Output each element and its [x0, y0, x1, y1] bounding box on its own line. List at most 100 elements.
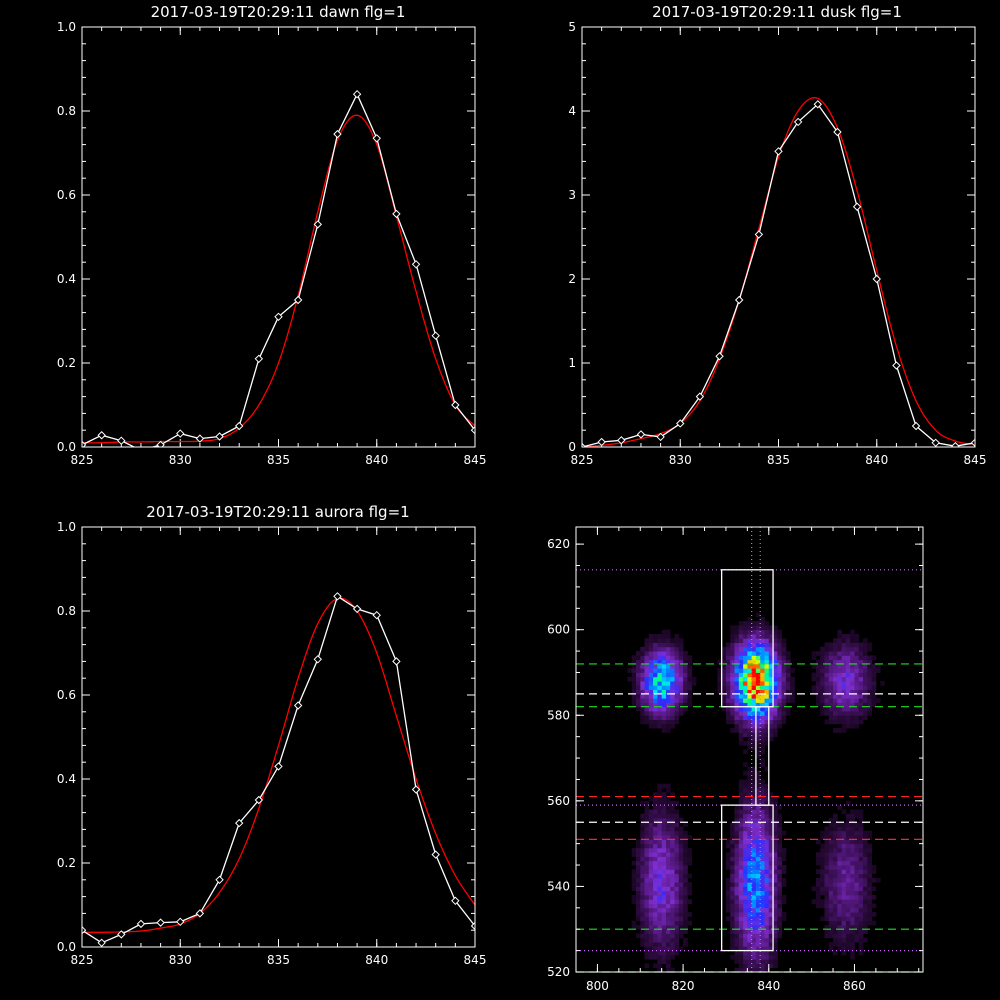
heatmap-cell	[764, 698, 770, 703]
heatmap-cell	[734, 642, 740, 648]
heatmap-cell	[657, 655, 663, 661]
heatmap-cell	[661, 950, 667, 956]
heatmap-cell	[824, 706, 830, 712]
heatmap-cell	[777, 681, 782, 686]
heatmap-cell	[657, 788, 663, 793]
heatmap-cell	[785, 693, 791, 699]
heatmap-cell	[640, 659, 645, 665]
heatmap-cell	[768, 860, 774, 866]
heatmap-cell	[644, 646, 650, 652]
heatmap-cell	[820, 899, 825, 904]
heatmap-cell	[875, 663, 881, 669]
heatmap-cell	[670, 847, 675, 853]
heatmap-cell	[755, 681, 761, 686]
heatmap-cell	[683, 668, 688, 673]
heatmap-cell	[644, 805, 650, 810]
heatmap-cell	[773, 822, 778, 827]
heatmap-cell	[653, 809, 658, 815]
heatmap-cell	[845, 638, 851, 643]
heatmap-cell	[833, 950, 838, 956]
heatmap-cell	[738, 967, 744, 973]
heatmap-cell	[755, 693, 761, 699]
heatmap-cell	[730, 843, 735, 849]
heatmap-cell	[674, 719, 680, 725]
heatmap-cell	[734, 822, 740, 827]
heatmap-cell	[777, 698, 782, 703]
heatmap-cell	[773, 912, 778, 917]
heatmap-cell	[824, 886, 830, 892]
heatmap-cell	[863, 912, 868, 917]
heatmap-cell	[854, 916, 860, 922]
dawn-data-point	[470, 425, 475, 435]
heatmap-cell	[730, 890, 735, 896]
heatmap-cell	[657, 877, 663, 883]
aurora-series-group	[82, 592, 475, 947]
heatmap-y-tick-label: 520	[547, 965, 570, 979]
heatmap-cell	[773, 646, 778, 652]
heatmap-cell	[850, 663, 855, 669]
heatmap-cell	[854, 924, 860, 930]
heatmap-cell	[845, 655, 851, 661]
heatmap-cell	[657, 685, 663, 690]
heatmap-cell	[841, 668, 847, 673]
heatmap-cell	[743, 920, 748, 926]
heatmap-cell	[648, 809, 654, 815]
heatmap-cell	[764, 856, 770, 862]
heatmap-cell	[751, 826, 757, 832]
dawn-data-point	[372, 134, 381, 143]
heatmap-cell	[841, 723, 847, 729]
heatmap-cell	[867, 873, 872, 879]
heatmap-cell	[820, 655, 825, 661]
heatmap-cell	[734, 916, 740, 922]
heatmap-cell	[738, 916, 744, 922]
dusk-data-point	[617, 436, 626, 445]
heatmap-cell	[833, 890, 838, 896]
heatmap-cell	[687, 693, 693, 699]
heatmap-cell	[661, 912, 667, 917]
heatmap-cell	[863, 916, 868, 922]
heatmap-cell	[837, 929, 842, 934]
heatmap-cell	[845, 890, 851, 896]
heatmap-cell	[653, 723, 658, 729]
heatmap-cell	[845, 865, 851, 870]
heatmap-cell	[657, 869, 663, 874]
heatmap-cell	[781, 663, 787, 669]
heatmap-cell	[858, 668, 864, 673]
heatmap-cell	[764, 715, 770, 720]
heatmap-cell	[640, 693, 645, 699]
heatmap-cell	[833, 882, 838, 887]
heatmap-cell	[631, 852, 637, 857]
heatmap-cell	[743, 942, 748, 947]
heatmap-cell	[858, 912, 864, 917]
heatmap-cell	[734, 847, 740, 853]
heatmap-cell	[670, 942, 675, 947]
heatmap-cell	[657, 929, 663, 934]
heatmap-cell	[730, 668, 735, 673]
heatmap-cell	[764, 942, 770, 947]
heatmap-cell	[644, 907, 650, 913]
heatmap-cell	[743, 916, 748, 922]
aurora-plot-title: 2017-03-19T20:29:11 aurora flg=1	[146, 503, 409, 521]
heatmap-cell	[773, 843, 778, 849]
heatmap-cell	[828, 672, 834, 678]
heatmap-cell	[640, 916, 645, 922]
heatmap-cell	[648, 706, 654, 712]
heatmap-cell	[820, 856, 825, 862]
heatmap-cell	[777, 706, 782, 712]
heatmap-cell	[725, 685, 731, 690]
heatmap-cell	[636, 843, 641, 849]
heatmap-cell	[657, 942, 663, 947]
aurora-data-point	[411, 785, 421, 794]
heatmap-cell	[648, 646, 654, 652]
heatmap-cell	[640, 907, 645, 913]
heatmap-cell	[837, 890, 842, 896]
heatmap-cell	[755, 655, 761, 661]
heatmap-cell	[687, 681, 693, 686]
dusk-data-point	[892, 361, 901, 370]
heatmap-cell	[734, 946, 740, 951]
heatmap-cell	[858, 693, 864, 699]
heatmap-cell	[768, 809, 774, 815]
heatmap-cell	[674, 950, 680, 956]
heatmap-cell	[845, 856, 851, 862]
heatmap-cell	[841, 839, 847, 845]
